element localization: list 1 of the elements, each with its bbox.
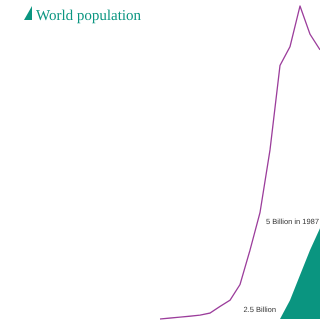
legend-label: World population	[36, 8, 142, 24]
